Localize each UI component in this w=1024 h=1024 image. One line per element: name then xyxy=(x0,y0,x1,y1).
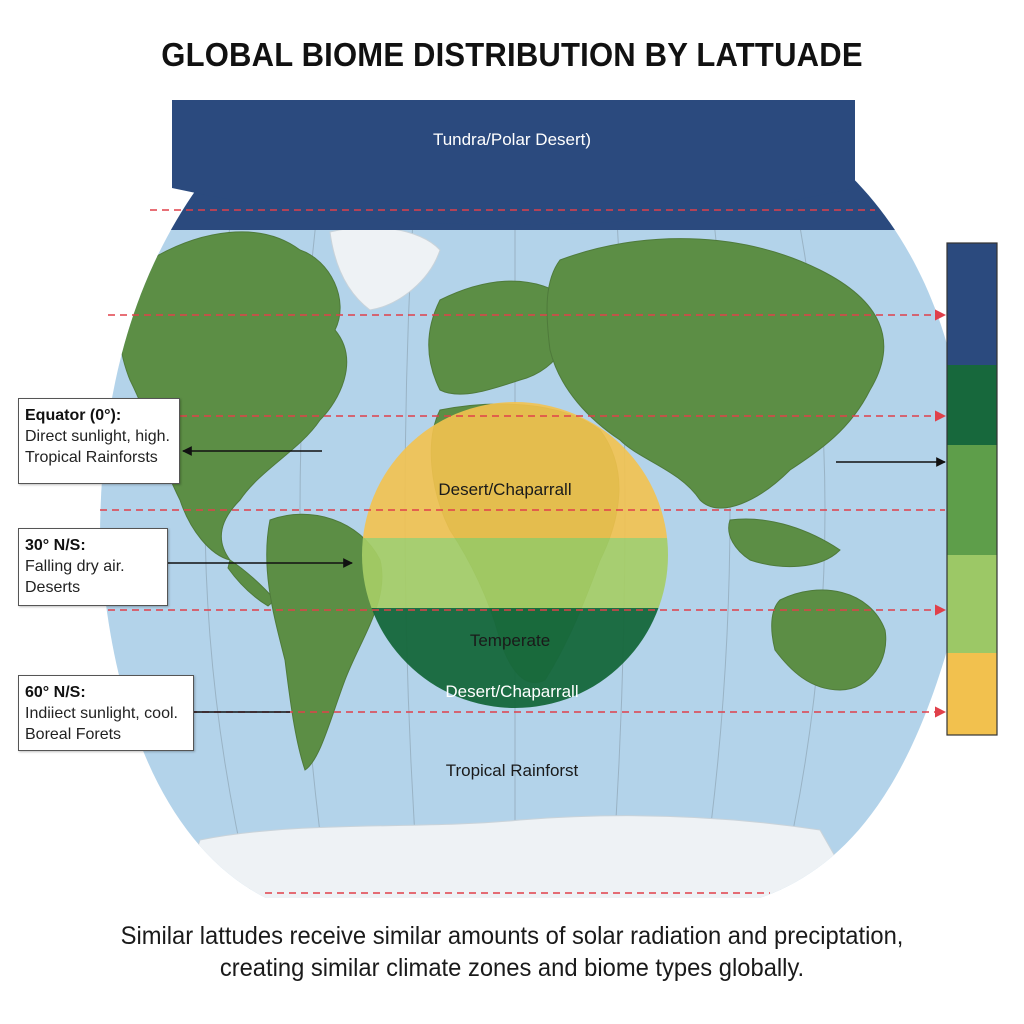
overlay-label-desert-top: Desert/Chaparrall xyxy=(438,480,571,499)
latitude-lines xyxy=(100,209,947,894)
callout-equator-line1: Direct sunlight, high. xyxy=(25,428,170,445)
continents xyxy=(119,231,887,771)
polar-band-edge xyxy=(172,100,855,225)
callout-sixty: 60° N/S: Indiiect sunlight, cool. Boreal… xyxy=(18,675,194,751)
overlay-label-temperate: Temperate xyxy=(470,631,550,650)
overlay-temperate-band xyxy=(362,538,668,608)
polar-label: Tundra/Polar Desert) xyxy=(433,130,591,149)
europe xyxy=(428,280,574,395)
legend-swatch-temperate xyxy=(947,445,997,555)
overlay-label-tropical: Tropical Rainforst xyxy=(446,761,579,780)
central-america xyxy=(227,559,276,607)
caption-line-2: creating similar climate zones and biome… xyxy=(219,954,805,982)
southeast-asia xyxy=(728,518,841,568)
caption: Similar lattudes receive similar amounts… xyxy=(0,920,1024,984)
antarctica xyxy=(179,815,861,898)
legend-swatch-grassland xyxy=(947,555,997,653)
callout-thirty-heading: 30° N/S: xyxy=(25,537,86,554)
callout-equator: Equator (0°): Direct sunlight, high. Tro… xyxy=(18,398,180,484)
diagram-title: GLOBAL BIOME DISTRIBUTION BY LATTUADE xyxy=(161,36,863,73)
caption-line-1: Similar lattudes receive similar amounts… xyxy=(120,922,904,950)
overlay-label-desert-bottom: Desert/Chaparrall xyxy=(445,682,578,701)
callout-thirty-line2: Deserts xyxy=(25,579,81,596)
legend-frame xyxy=(946,242,998,736)
callout-equator-heading: Equator (0°): xyxy=(25,407,122,424)
callout-sixty-heading: 60° N/S: xyxy=(25,684,86,701)
legend-swatch-boreal xyxy=(947,365,997,445)
australia xyxy=(771,589,887,691)
legend-swatch-desert xyxy=(947,653,997,735)
asia xyxy=(546,238,885,509)
callout-equator-line2: Tropical Rainforsts xyxy=(25,449,158,466)
callout-thirty: 30° N/S: Falling dry air. Deserts xyxy=(18,528,168,606)
callout-thirty-line1: Falling dry air. xyxy=(25,558,125,575)
callout-sixty-line2: Boreal Forets xyxy=(25,726,122,743)
legend-swatch-polar xyxy=(947,243,997,365)
callout-sixty-line1: Indiiect sunlight, cool. xyxy=(25,705,178,722)
biome-color-legend xyxy=(946,242,998,736)
